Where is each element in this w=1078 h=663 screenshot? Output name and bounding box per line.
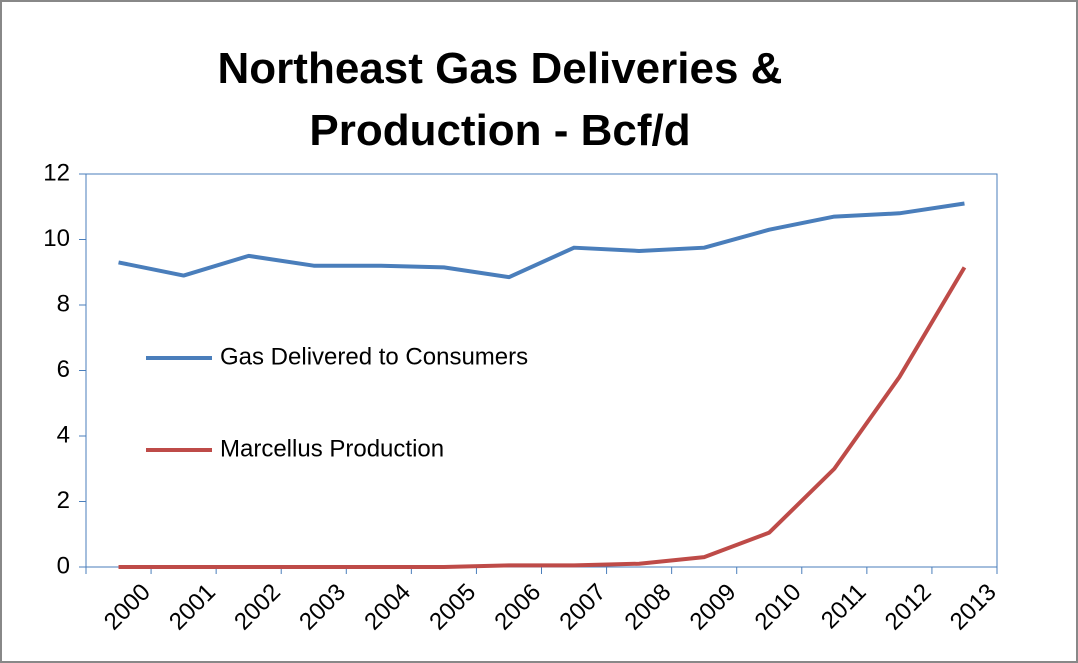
y-tick-label: 8 bbox=[57, 290, 70, 317]
x-tick-label: 2010 bbox=[750, 579, 807, 636]
plot-border bbox=[85, 173, 998, 568]
x-tick-label: 2003 bbox=[294, 579, 351, 636]
y-tick-label: 0 bbox=[57, 552, 70, 579]
y-tick-label: 6 bbox=[57, 356, 70, 383]
x-tick-label: 2009 bbox=[685, 579, 742, 636]
x-tick-label: 2001 bbox=[164, 579, 221, 636]
x-tick-label: 2000 bbox=[99, 579, 156, 636]
chart-title: Northeast Gas Deliveries & Production - … bbox=[217, 44, 783, 155]
series-line bbox=[118, 201, 965, 280]
y-tick-label: 10 bbox=[43, 225, 70, 252]
series-line bbox=[118, 266, 967, 569]
y-tick-label: 12 bbox=[43, 159, 70, 186]
legend-label: Gas Delivered to Consumers bbox=[220, 343, 528, 370]
x-tick-label: 2004 bbox=[359, 579, 416, 636]
x-tick-label: 2011 bbox=[816, 579, 872, 635]
x-tick-label: 2012 bbox=[880, 579, 937, 636]
x-tick-label: 2005 bbox=[424, 579, 481, 636]
x-tick-label: 2013 bbox=[945, 579, 1002, 636]
legend-label: Marcellus Production bbox=[220, 435, 444, 462]
x-tick-label: 2006 bbox=[489, 579, 546, 636]
x-tick-label: 2007 bbox=[554, 579, 611, 636]
x-tick-label: 2008 bbox=[620, 579, 677, 636]
y-tick-label: 4 bbox=[57, 421, 70, 448]
y-tick-label: 2 bbox=[57, 487, 70, 514]
x-tick-label: 2002 bbox=[229, 579, 286, 636]
